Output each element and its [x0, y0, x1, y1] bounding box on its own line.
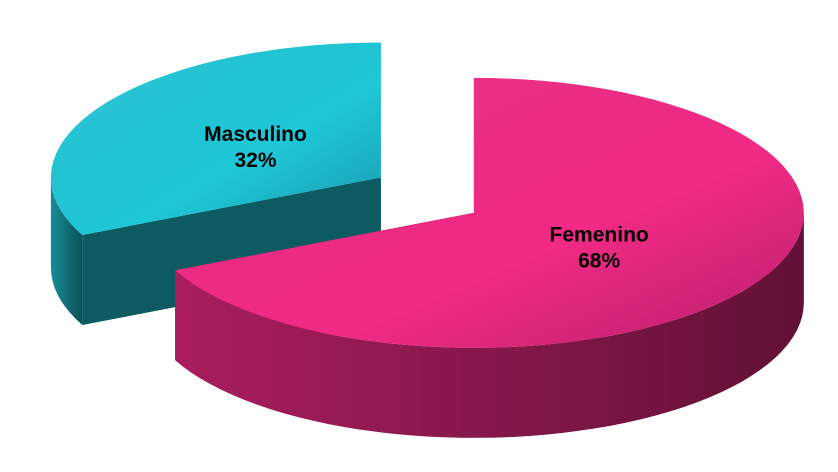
value-label: 32%: [234, 149, 276, 172]
category-label: Masculino: [204, 123, 307, 146]
category-label: Femenino: [550, 223, 649, 246]
slice-label: Masculino 32%: [204, 123, 307, 172]
pie: Masculino 32% Femenino 68%: [50, 42, 804, 438]
slice: Femenino 68%: [175, 77, 804, 438]
slice-side-shade: [82, 177, 381, 325]
slice-top-shade: [51, 42, 381, 235]
slice-wall-shade: [50, 177, 83, 325]
slice-top-shade: [175, 77, 804, 348]
slice-label: Femenino 68%: [550, 223, 649, 272]
value-label: 68%: [578, 249, 620, 272]
slice: Masculino 32%: [50, 42, 381, 325]
slice-wall-shade: [175, 212, 804, 438]
